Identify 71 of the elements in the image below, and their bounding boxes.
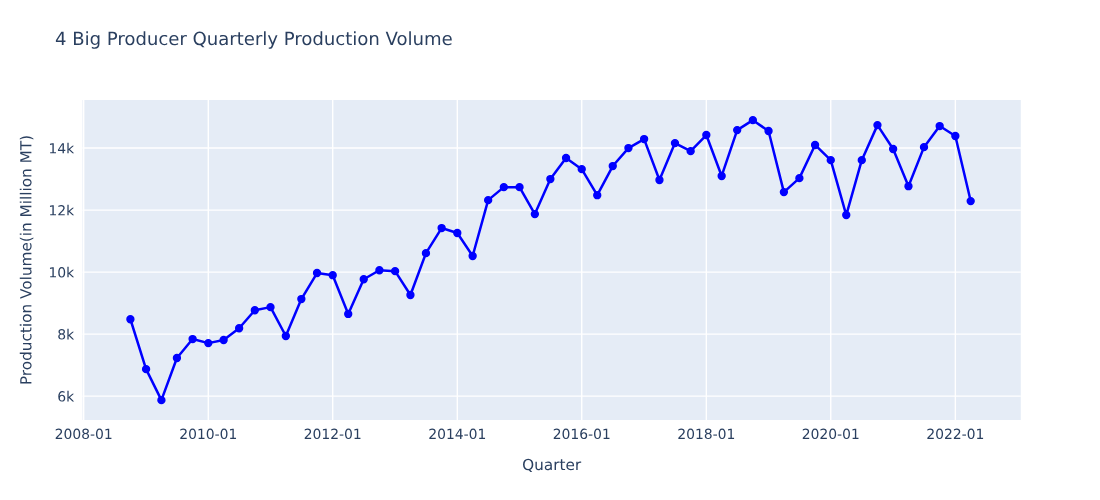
point [328,271,337,280]
y-tick-label: 6k [58,390,75,402]
point [126,315,135,324]
point [904,182,913,191]
point [390,266,400,276]
y-axis-title: Production Volume(in Million MT) [19,136,34,384]
point [375,266,384,275]
point [966,196,975,206]
point [188,334,197,344]
point [717,171,726,181]
point [437,223,446,233]
x-tick-label: 2008-01 [55,428,112,440]
point [453,228,462,238]
point [483,195,493,205]
point [204,338,213,348]
x-tick-label: 2018-01 [678,428,735,440]
x-tick-label: 2016-01 [553,428,610,440]
point [686,146,695,156]
y-tick-label: 10k [49,266,75,278]
y-tick-label: 12k [49,204,75,216]
point [421,249,431,258]
x-axis-title: Quarter [523,458,582,473]
point [546,174,555,184]
point [219,335,228,345]
point [919,142,929,152]
point [842,210,851,220]
y-tick-label: 14k [49,142,75,154]
point [764,126,773,136]
point [888,144,898,154]
point [593,191,602,200]
point [748,115,758,125]
point [810,140,820,150]
point [857,155,866,165]
point [826,155,835,165]
point [266,302,275,312]
point [733,125,742,135]
point [702,130,711,140]
point [406,290,415,300]
x-tick-label: 2022-01 [927,428,984,440]
point [624,143,633,153]
point [250,306,259,315]
point [141,364,151,374]
point [281,331,291,341]
point [670,138,680,148]
point [561,153,571,163]
point [577,164,586,174]
point [935,121,944,131]
point [172,353,182,363]
point [297,294,306,304]
point [655,175,664,185]
point [157,395,166,405]
x-tick-label: 2010-01 [180,428,237,440]
x-tick-label: 2014-01 [429,428,486,440]
x-tick-label: 2012-01 [304,428,361,440]
point [795,173,804,183]
point [608,161,617,171]
point [779,187,789,197]
point [530,209,540,219]
x-tick-label: 2020-01 [802,428,859,440]
point [951,131,960,141]
point [499,182,509,192]
point [515,182,524,192]
point [639,134,649,144]
point [873,120,882,130]
chart-title: 4 Big Producer Quarterly Production Volume [55,31,452,49]
point [234,324,244,333]
point [344,309,353,319]
point [312,268,322,278]
y-tick-label: 8k [58,328,75,340]
point [468,251,477,261]
point [359,275,368,284]
